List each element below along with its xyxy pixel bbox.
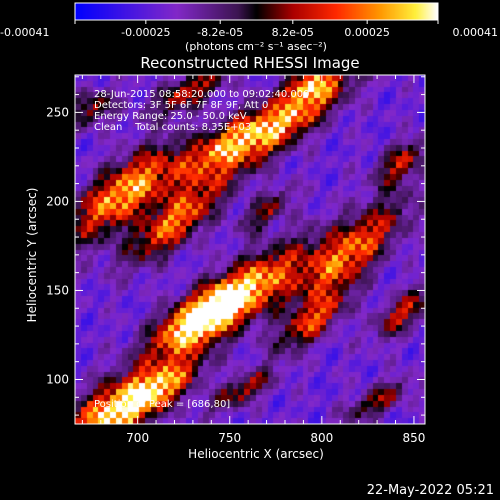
x-tick-label: 850	[402, 431, 425, 445]
plot-frame	[74, 74, 426, 425]
y-tick-label: 200	[46, 194, 69, 208]
colorbar-tick-label: -0.00025	[121, 26, 170, 39]
y-axis: 100 150 200 250	[46, 76, 425, 416]
colorbar-tick-label: 0.00041	[453, 26, 499, 39]
y-tick-label: 100	[46, 372, 69, 386]
annotation-energy-range: Energy Range: 25.0 - 50.0 keV	[94, 111, 247, 122]
x-tick-label: 800	[310, 431, 333, 445]
colorbar: -0.00041 -0.00025 -8.2e-05 8.2e-05 0.00025 0.…	[0, 2, 498, 53]
colorbar-tick-label: 8.2e-05	[272, 26, 314, 39]
x-axis-label: Heliocentric X (arcsec)	[188, 447, 324, 461]
y-axis-label: Heliocentric Y (arcsec)	[25, 188, 39, 323]
colorbar-tick-label: 0.00025	[344, 26, 390, 39]
annotation-time-range: 28-Jun-2015 08:58:20.000 to 09:02:40.000	[94, 89, 310, 100]
y-tick-label: 150	[46, 283, 69, 297]
colorbar-unit-label: (photons cm⁻² s⁻¹ asec⁻²)	[185, 40, 327, 53]
x-tick-label: 700	[126, 431, 149, 445]
x-tick-label: 750	[218, 431, 241, 445]
annotation-detectors: Detectors: 3F 5F 6F 7F 8F 9F, Att 0	[94, 100, 268, 111]
colorbar-ticks: -0.00041 -0.00025 -8.2e-05 8.2e-05 0.00025 0.…	[0, 20, 498, 39]
y-tick-label: 250	[46, 105, 69, 119]
colorbar-tick-label: -8.2e-05	[197, 26, 243, 39]
x-axis: 700 750 800 850	[81, 75, 425, 445]
chart-title: Reconstructed RHESSI Image	[140, 54, 359, 72]
annotations: 28-Jun-2015 08:58:20.000 to 09:02:40.000…	[94, 89, 310, 410]
colorbar-frame	[74, 2, 439, 21]
colorbar-gradient	[75, 3, 438, 20]
annotation-peak-position: Position of Peak = [686,80]	[94, 399, 230, 410]
annotation-total-counts: Clean Total counts: 8.35E+03	[94, 122, 251, 133]
heatmap-image	[75, 75, 425, 424]
footer-timestamp: 22-May-2022 05:21	[367, 483, 494, 498]
colorbar-tick-label: -0.00041	[0, 26, 49, 39]
